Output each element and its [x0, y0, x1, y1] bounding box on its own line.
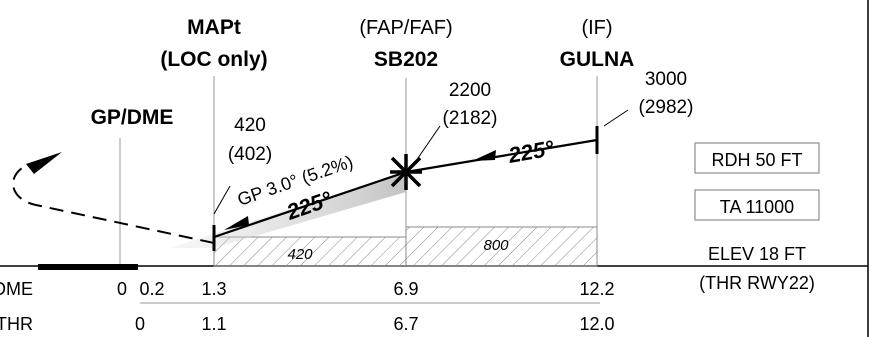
elevation-label: ELEV 18 FT — [708, 244, 806, 264]
course-arrow-intermediate — [472, 150, 496, 161]
missed-approach-path — [12, 167, 215, 244]
if-leader — [603, 109, 629, 127]
gp-dme-label: GP/DME — [91, 106, 174, 129]
dme-value-0: 0 — [117, 279, 127, 299]
if-role: (IF) — [581, 17, 612, 39]
faf-star-icon — [390, 154, 422, 190]
faf-leader — [417, 125, 441, 159]
faf-altitude: 2200 — [449, 80, 491, 101]
threshold-label: (THR RWY22) — [699, 273, 815, 293]
faf-name: SB202 — [374, 48, 438, 71]
intermediate-approach-path — [405, 138, 598, 174]
thr-value-3: 12.0 — [579, 314, 614, 334]
min-alt-segment-1 — [213, 236, 407, 267]
dme-value-2: 1.3 — [201, 279, 226, 299]
faf-altitude-paren: (2182) — [443, 108, 498, 129]
faf-role: (FAP/FAF) — [359, 17, 452, 39]
dme-value-4: 12.2 — [579, 279, 614, 299]
if-name: GULNA — [560, 48, 635, 71]
rdh-label: RDH 50 FT — [711, 150, 802, 170]
mapt-altitude-paren: (402) — [228, 144, 272, 165]
ta-box — [694, 189, 820, 221]
min-alt-segment-2 — [405, 226, 598, 267]
thr-value-1: 1.1 — [201, 314, 226, 334]
thr-value-2: 6.7 — [393, 314, 418, 334]
final-approach-path — [213, 170, 407, 239]
ta-label: TA 11000 — [720, 197, 794, 217]
rdh-box — [694, 142, 820, 174]
mapt-note: (LOC only) — [160, 48, 267, 71]
mapt-altitude: 420 — [234, 115, 266, 136]
missed-approach-arrow — [26, 152, 62, 174]
min-alt-label-1: 420 — [287, 246, 313, 263]
if-altitude-paren: (2982) — [639, 97, 694, 118]
dme-value-3: 6.9 — [393, 279, 418, 299]
intermediate-course-label: 225° — [506, 135, 556, 168]
dme-value-1: 0.2 — [139, 279, 164, 299]
mapt-name: MAPt — [187, 16, 241, 39]
thr-scale-label: THR — [0, 314, 33, 334]
dme-scale-label: DME — [0, 279, 33, 299]
course-arrow-final — [224, 216, 249, 230]
if-altitude: 3000 — [645, 69, 687, 90]
min-alt-label-2: 800 — [483, 237, 509, 254]
thr-value-0: 0 — [135, 314, 145, 334]
mapt-leader — [213, 185, 231, 215]
runway-bar — [38, 264, 138, 270]
